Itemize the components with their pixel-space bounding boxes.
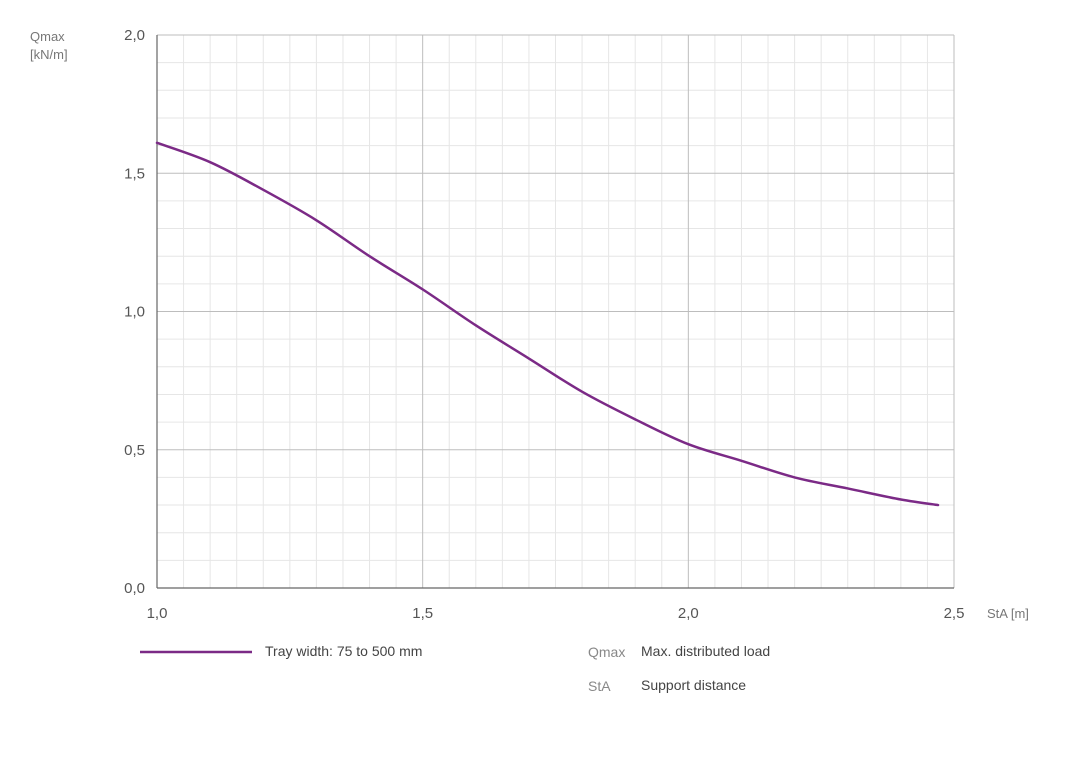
- legend-def-qmax: Max. distributed load: [641, 643, 770, 659]
- legend-abbr-qmax: Qmax: [588, 644, 625, 660]
- series-line-0: [155, 141, 940, 507]
- legend-abbr-sta: StA: [588, 678, 611, 694]
- x-tick-label: 2,0: [678, 605, 699, 622]
- x-tick-label: 2,5: [944, 605, 965, 622]
- grid-major: [157, 34, 955, 588]
- series-group: [155, 141, 940, 507]
- y-axis-title-line1: Qmax: [30, 29, 65, 44]
- y-tick-label: 0,5: [124, 442, 145, 459]
- axes: [156, 35, 954, 589]
- legend-def-sta: Support distance: [641, 677, 746, 693]
- y-tick-label: 1,0: [124, 304, 145, 321]
- y-tick-labels: 0,0 0,5 1,0 1,5 2,0: [124, 27, 145, 597]
- x-tick-label: 1,5: [412, 605, 433, 622]
- y-tick-label: 0,0: [124, 580, 145, 597]
- x-tick-labels: 1,0 1,5 2,0 2,5: [147, 605, 965, 622]
- y-tick-label: 1,5: [124, 165, 145, 182]
- legend-series-label: Tray width: 75 to 500 mm: [265, 643, 422, 659]
- y-tick-label: 2,0: [124, 27, 145, 44]
- x-tick-label: 1,0: [147, 605, 168, 622]
- y-axis-title-line2: [kN/m]: [30, 47, 68, 62]
- x-axis-title: StA [m]: [987, 606, 1029, 621]
- legend: Tray width: 75 to 500 mm Qmax Max. distr…: [140, 643, 770, 694]
